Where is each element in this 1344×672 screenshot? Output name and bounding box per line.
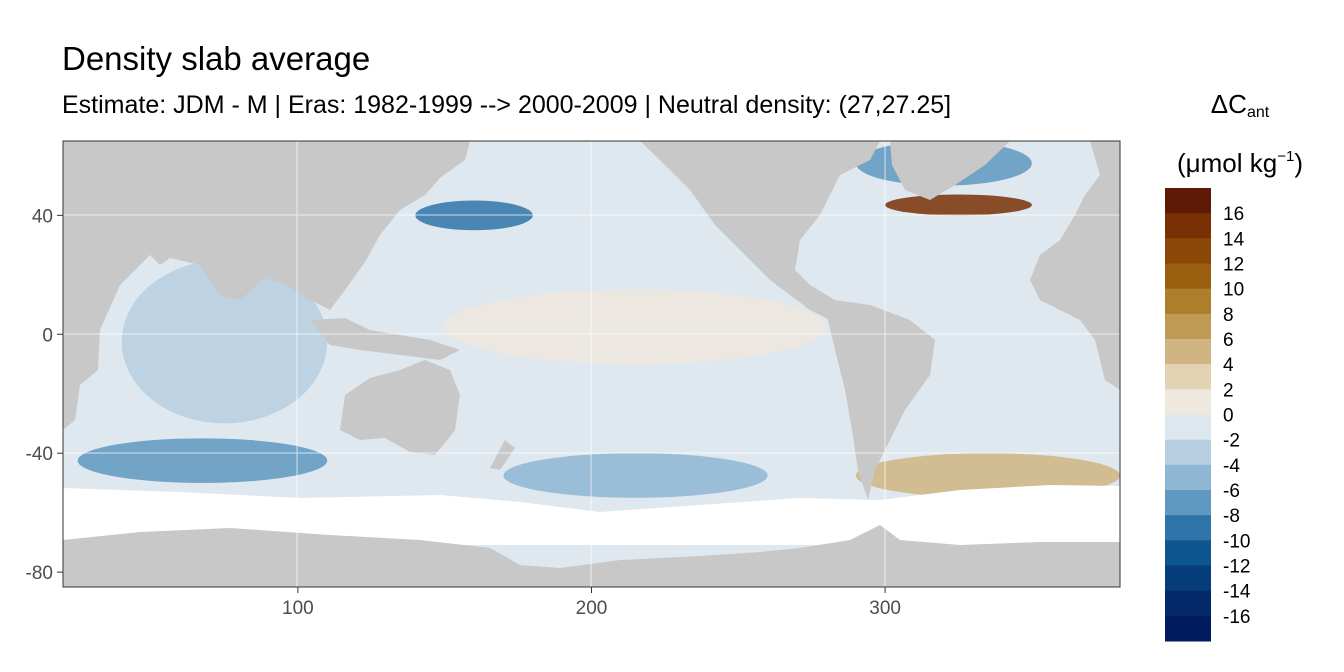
legend-swatch [1165, 439, 1211, 466]
legend-swatch [1165, 188, 1211, 214]
legend-colorbar: 16 14 12 10 8 6 4 2 0 -2 -4 -6 -8 -10 -12 -14 -16 [1165, 188, 1251, 642]
legend-label: -10 [1223, 531, 1250, 552]
y-tick-label: 40 [32, 206, 53, 227]
legend-label: 12 [1223, 255, 1244, 276]
legend-unit-sup: −1 [1277, 148, 1295, 165]
region-southern-ocean-indian-sector [77, 438, 328, 483]
legend-swatch [1165, 288, 1211, 315]
legend-unit-close: ) [1294, 148, 1303, 178]
land-greenland [890, 141, 1010, 200]
map-panel [63, 141, 1120, 587]
legend-unit: (μmol kg [1177, 148, 1278, 178]
legend-swatch [1165, 615, 1211, 642]
legend-label: -4 [1223, 456, 1240, 477]
legend-swatch [1165, 414, 1211, 441]
legend-label: -6 [1223, 481, 1240, 502]
region-north-atlantic-subpolar [885, 194, 1032, 216]
land-new-zealand [490, 440, 515, 470]
legend-label: -12 [1223, 557, 1250, 578]
x-tick-label: 100 [282, 598, 314, 619]
land-eurasia [150, 141, 470, 310]
y-tick-label: -40 [26, 444, 53, 465]
legend-label: 16 [1223, 204, 1244, 225]
legend-label: 4 [1223, 355, 1234, 376]
legend-label: -8 [1223, 506, 1240, 527]
land-australia [340, 360, 460, 455]
legend-swatch [1165, 263, 1211, 290]
region-indian-ocean [121, 259, 328, 424]
legend-label: -16 [1223, 607, 1250, 628]
x-tick-label: 300 [869, 598, 901, 619]
legend-swatch [1165, 389, 1211, 415]
legend-swatch [1165, 490, 1211, 516]
land-south-america [828, 300, 935, 500]
legend-label: 10 [1223, 280, 1244, 301]
legend-swatch [1165, 313, 1211, 340]
land-europe-africa-east [1030, 141, 1120, 390]
legend-title-sub: ant [1246, 104, 1270, 121]
legend-swatch [1165, 590, 1211, 617]
land-africa [63, 141, 250, 430]
legend-swatch [1165, 540, 1211, 566]
chart-subtitle: Estimate: JDM - M | Eras: 1982-1999 --> … [62, 91, 952, 119]
legend-label: -14 [1223, 582, 1251, 603]
legend-label: 0 [1223, 406, 1234, 427]
legend-label: 14 [1223, 229, 1245, 250]
land-antarctica [63, 525, 1120, 587]
grid-lines [63, 141, 1120, 587]
legend-label: -2 [1223, 431, 1240, 452]
legend-swatch [1165, 339, 1211, 365]
land-north-america [640, 141, 880, 320]
legend-title: ΔCant (μmol kg−1) [1160, 84, 1320, 183]
legend-label: 6 [1223, 330, 1234, 351]
legend-swatch [1165, 515, 1211, 541]
legend-swatch [1165, 464, 1211, 491]
legend-label: 8 [1223, 305, 1234, 326]
legend-swatch [1165, 238, 1211, 264]
legend-swatch [1165, 213, 1211, 239]
y-tick-label: -80 [26, 563, 53, 584]
legend-swatch [1165, 364, 1211, 390]
region-southern-ocean-pacific-sector [503, 453, 768, 498]
legend-swatch [1165, 565, 1211, 592]
chart-title: Density slab average [62, 40, 371, 77]
x-tick-label: 200 [576, 598, 608, 619]
land-indonesia [310, 318, 460, 360]
legend-title-main: ΔC [1210, 89, 1247, 119]
y-tick-label: 0 [42, 325, 53, 346]
legend-label: 2 [1223, 380, 1234, 401]
region-tropical-pacific [444, 289, 827, 365]
